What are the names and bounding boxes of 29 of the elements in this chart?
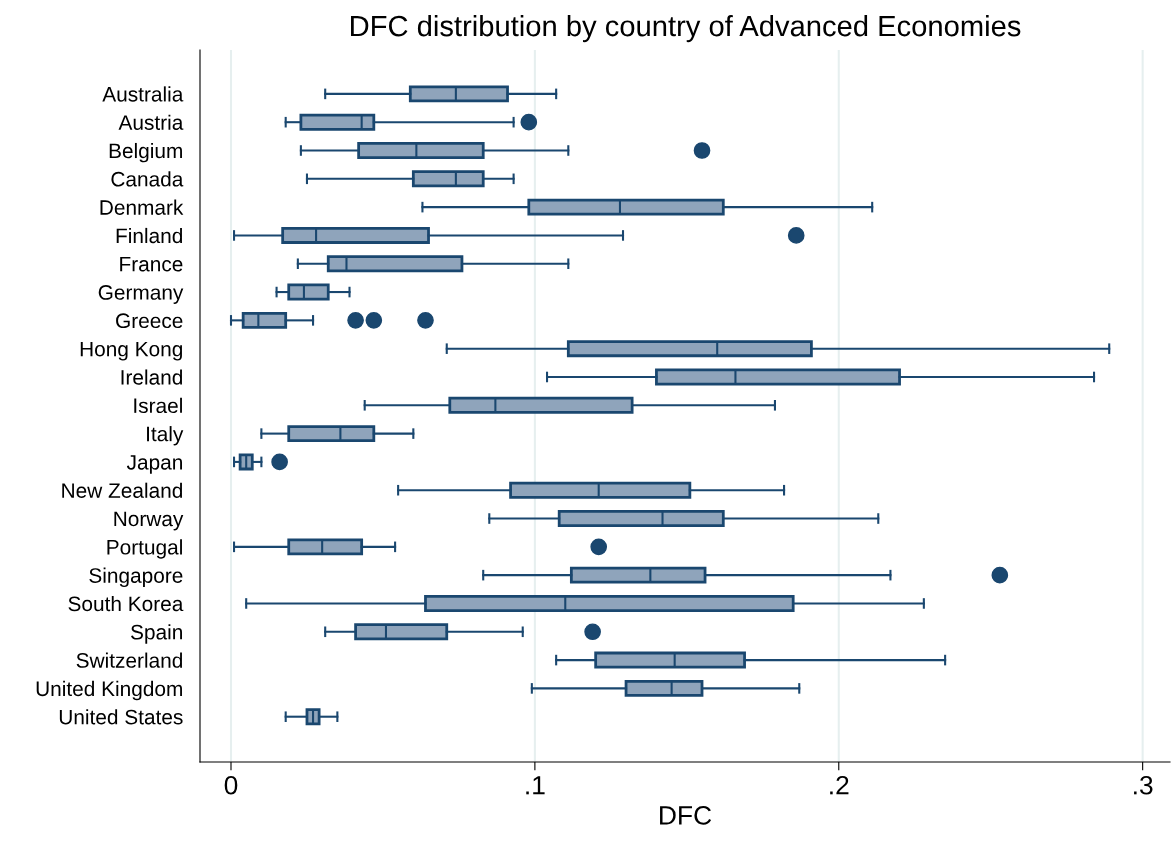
y-tick-label: Italy [147, 426, 184, 446]
y-tick-label: Belgium [109, 142, 182, 163]
y-tick-label: Japan [126, 455, 182, 474]
y-tick-label: Austria [118, 114, 184, 130]
x-tick-label: .1 [526, 776, 545, 795]
x-tick-label: .2 [830, 775, 849, 795]
y-tick-label: Singapore [89, 567, 183, 588]
x-tick-label: 0 [224, 775, 238, 795]
y-tick-label: New Zealand [62, 482, 182, 498]
y-tick-label: Germany [98, 285, 184, 304]
y-tick-label: Spain [131, 624, 182, 644]
y-tick-label: Switzerland [76, 652, 182, 668]
y-tick-label: Portugal [107, 539, 182, 559]
y-tick-label: Australia [102, 86, 184, 102]
y-tick-label: Finland [116, 227, 182, 244]
y-tick-label: Greece [116, 313, 183, 329]
y-tick-label: South Korea [68, 595, 184, 612]
y-tick-label: Denmark [100, 199, 184, 215]
y-tick-label: Ireland [121, 369, 182, 385]
x-axis-title: DFC [660, 806, 712, 825]
y-tick-label: Israel [134, 397, 182, 414]
x-tick-label: .3 [1134, 775, 1153, 795]
y-tick-label: United Kingdom [36, 680, 182, 701]
y-tick-label: Hong Kong [80, 341, 182, 361]
y-tick-label: Canada [111, 171, 184, 187]
y-tick-label: Norway [114, 511, 184, 531]
chart-title: DFC distribution by country of Advanced Economies [351, 14, 1021, 43]
y-tick-label: United States [59, 709, 183, 725]
y-tick-label: France [120, 256, 183, 272]
